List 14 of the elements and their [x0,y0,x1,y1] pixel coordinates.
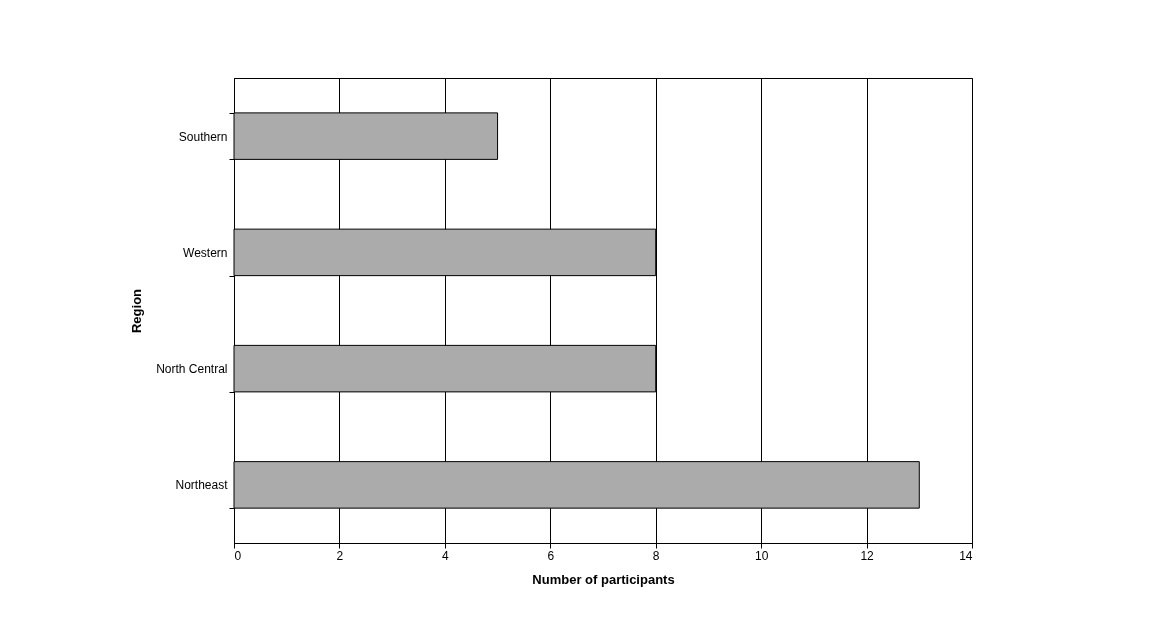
y-tick-label: Western [183,245,228,260]
x-tick-label: 10 [754,548,769,563]
y-tick-label: Northeast [175,478,229,493]
x-tick-label: 4 [442,548,450,563]
y-tick-label: Southern [178,129,228,144]
x-tick-label: 6 [547,548,555,563]
x-tick-label: 14 [959,548,973,563]
y-axis-title: Region [129,288,145,334]
x-tick-label: 8 [652,548,660,563]
y-tick-label: North Central [156,362,228,377]
x-tick-label: 12 [860,548,875,563]
x-tick-label: 2 [336,548,344,563]
x-axis-title: Number of participants [532,571,675,587]
x-tick-label: 0 [234,548,242,563]
